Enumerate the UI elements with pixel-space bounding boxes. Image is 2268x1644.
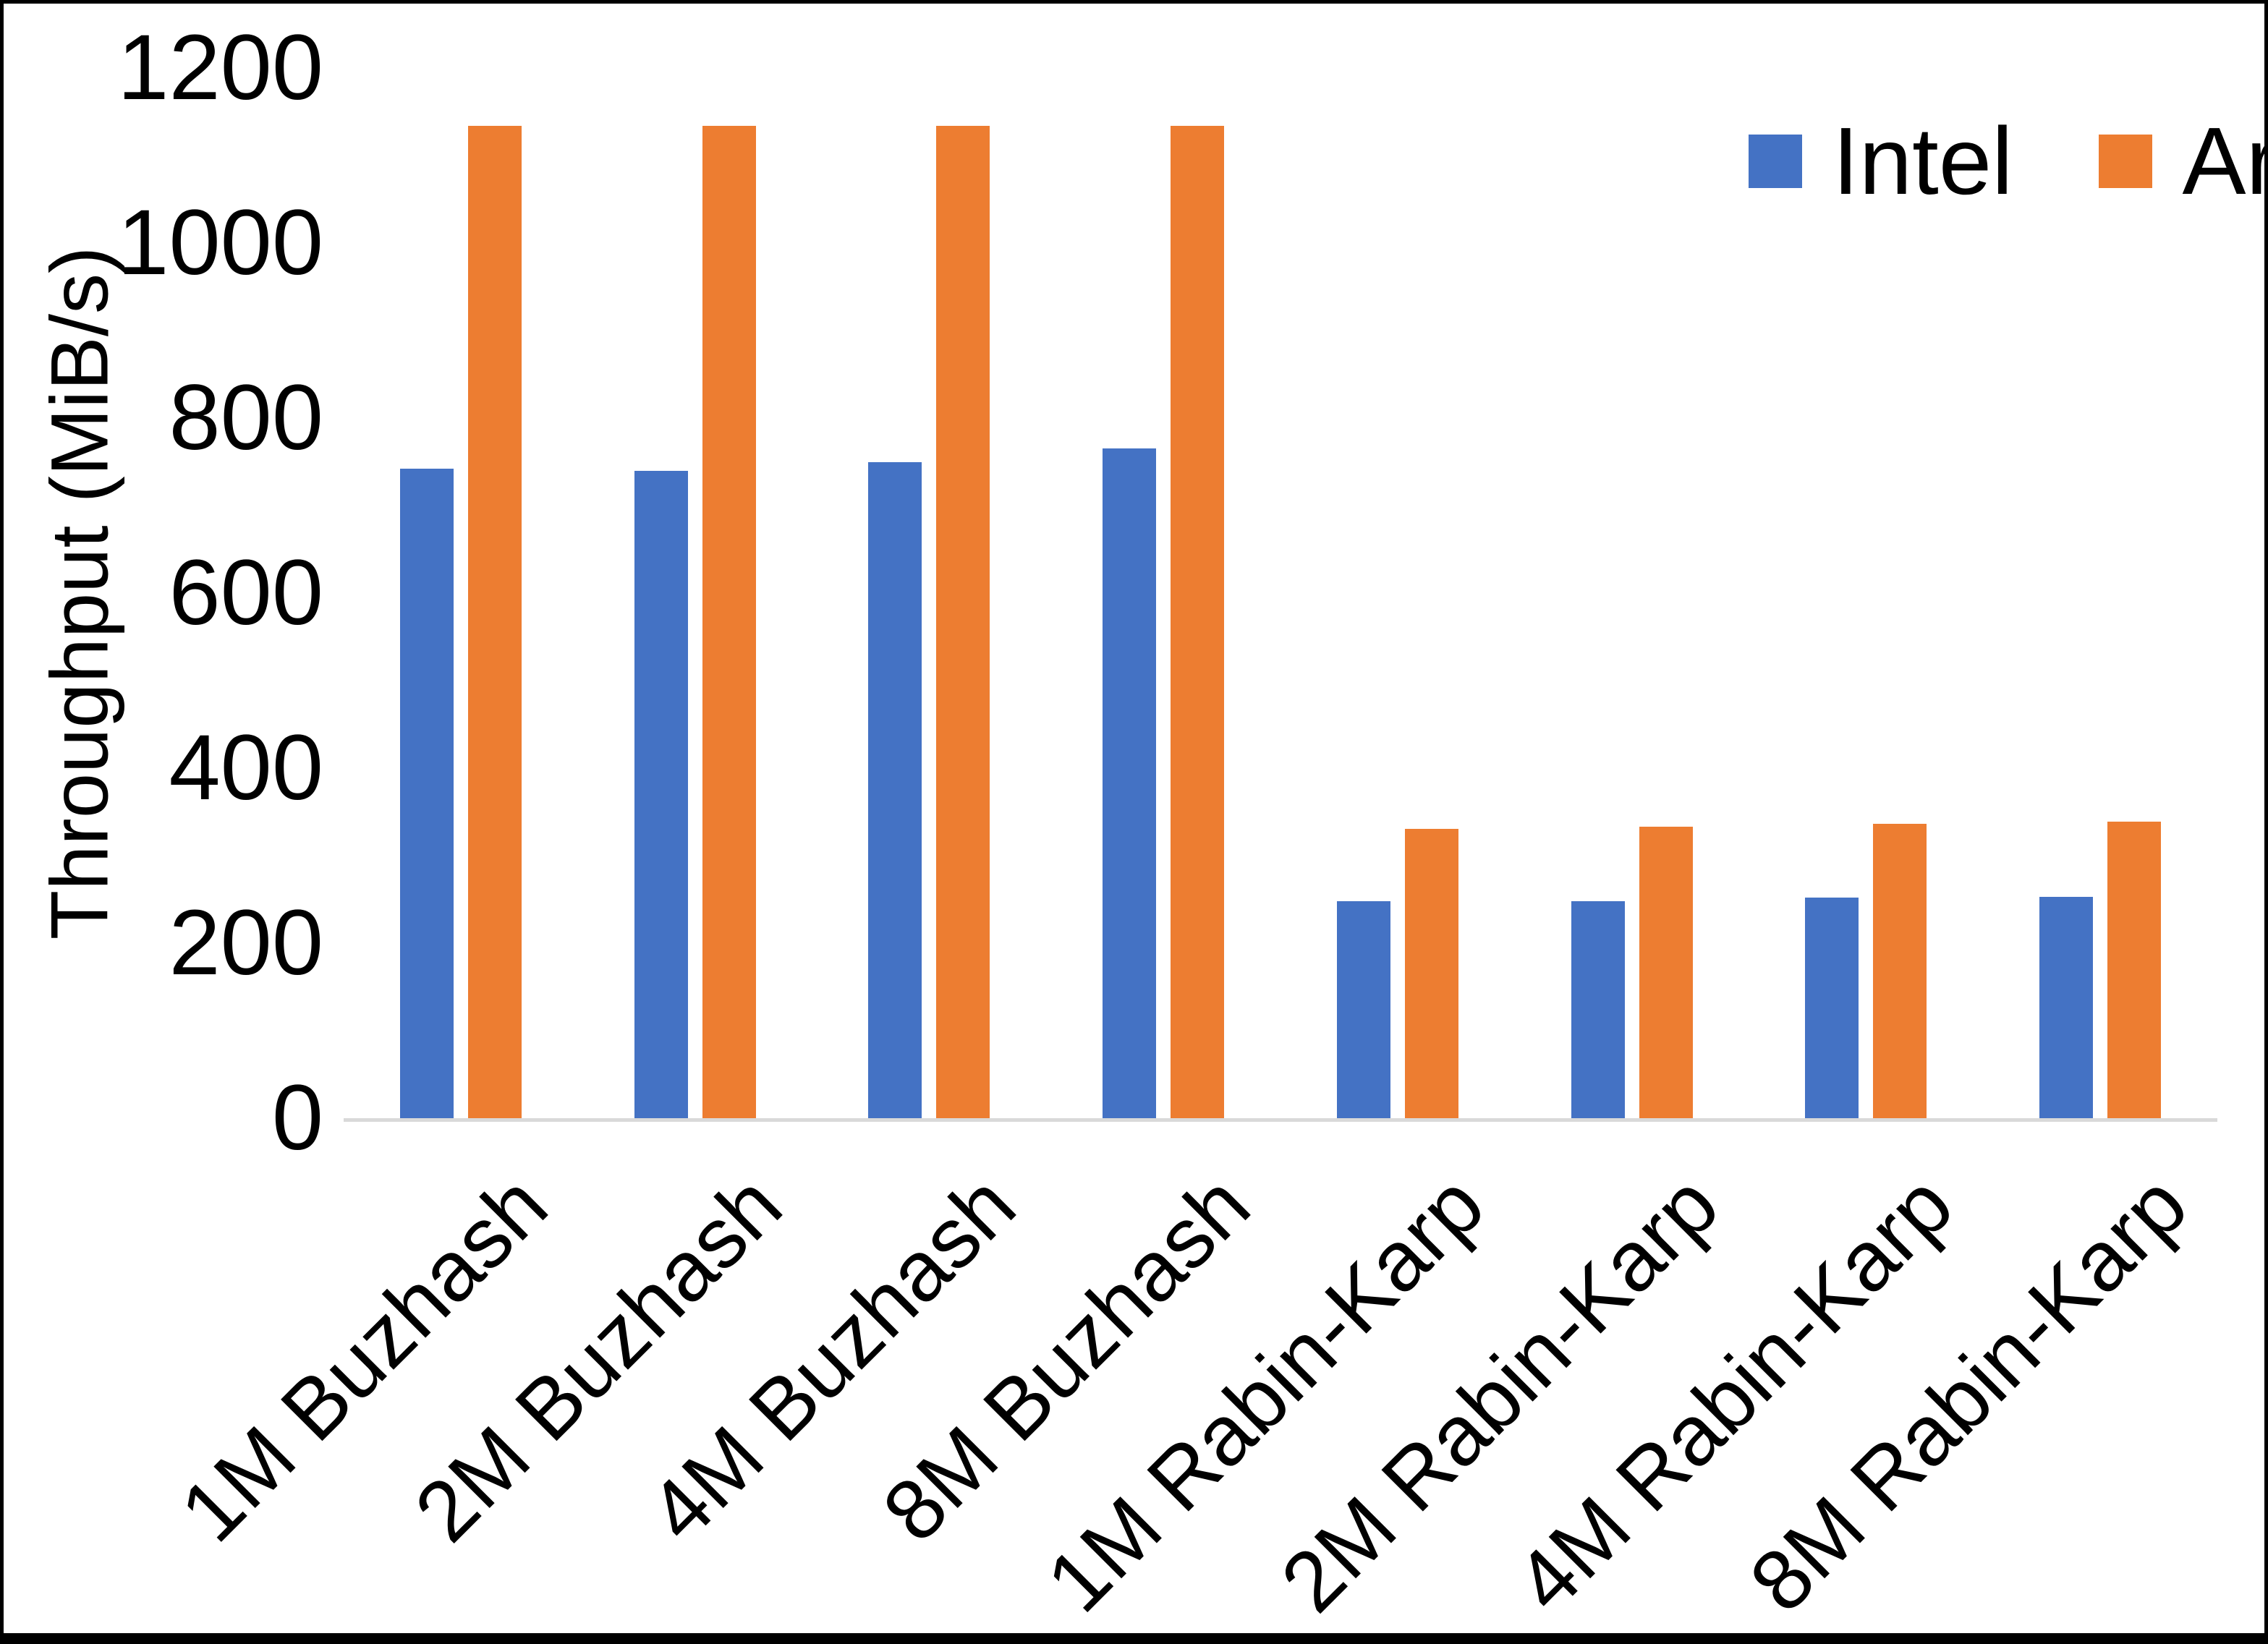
bar-group bbox=[1983, 68, 2217, 1118]
legend-item-intel: Intel bbox=[1749, 114, 2013, 209]
bar-arm-1m-buzhash bbox=[467, 125, 522, 1118]
bar-intel-8m-buzhash bbox=[1103, 448, 1157, 1118]
x-category-label: 4M Rabin-Karp bbox=[1497, 1157, 1971, 1630]
bar-arm-4m-buzhash bbox=[936, 125, 990, 1118]
y-tick-label: 200 bbox=[169, 891, 323, 995]
bar-intel-8m-rabin-karp bbox=[2039, 896, 2094, 1118]
bar-intel-2m-rabin-karp bbox=[1571, 900, 1625, 1118]
bar-group bbox=[1280, 68, 1515, 1118]
y-tick-label: 400 bbox=[169, 716, 323, 819]
bar-group bbox=[1515, 68, 1749, 1118]
bar-intel-2m-buzhash bbox=[634, 470, 688, 1118]
bar-group bbox=[1046, 68, 1280, 1118]
y-axis-tick-labels: 0 200 400 600 800 1000 1200 bbox=[4, 22, 323, 1164]
x-category-label: 8M Rabin-Karp bbox=[1731, 1157, 2205, 1630]
bar-arm-8m-buzhash bbox=[1171, 125, 1225, 1118]
bar-intel-1m-rabin-karp bbox=[1336, 900, 1390, 1118]
bar-intel-4m-buzhash bbox=[868, 461, 922, 1118]
y-tick-label: 600 bbox=[169, 541, 323, 644]
y-tick-label: 1000 bbox=[117, 191, 323, 294]
bar-arm-1m-rabin-karp bbox=[1404, 828, 1458, 1118]
bar-intel-1m-buzhash bbox=[399, 469, 454, 1118]
bar-group bbox=[578, 68, 812, 1118]
intel-color-swatch bbox=[1749, 135, 1802, 188]
x-category-label: 2M Rabin-Karp bbox=[1262, 1157, 1737, 1630]
bar-arm-2m-rabin-karp bbox=[1639, 827, 1693, 1118]
plot-area bbox=[344, 68, 2217, 1122]
legend-label-intel: Intel bbox=[1832, 108, 2013, 214]
legend-label-arm: Arm bbox=[2182, 108, 2265, 214]
bar-group bbox=[812, 68, 1047, 1118]
y-tick-label: 800 bbox=[169, 366, 323, 469]
bar-group bbox=[344, 68, 578, 1118]
y-tick-label: 0 bbox=[271, 1066, 323, 1170]
bar-group bbox=[1749, 68, 1984, 1118]
x-axis-category-labels: 1M Buzhash 2M Buzhash 4M Buzhash 8M Buzhash… bbox=[163, 1157, 2217, 1633]
legend: Intel Arm bbox=[1749, 108, 2265, 214]
legend-item-arm: Arm bbox=[2098, 108, 2265, 214]
bar-arm-2m-buzhash bbox=[702, 125, 756, 1118]
bar-arm-8m-rabin-karp bbox=[2107, 821, 2162, 1118]
bar-arm-4m-rabin-karp bbox=[1873, 824, 1927, 1118]
arm-color-swatch bbox=[2098, 135, 2152, 188]
y-tick-label: 1200 bbox=[117, 16, 323, 119]
bar-intel-4m-rabin-karp bbox=[1805, 898, 1859, 1118]
